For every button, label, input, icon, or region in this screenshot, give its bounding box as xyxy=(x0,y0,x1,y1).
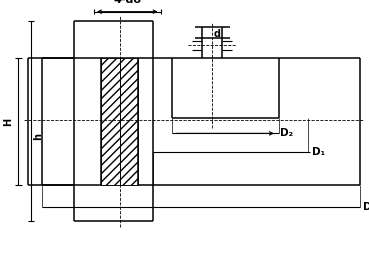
Text: D₂: D₂ xyxy=(280,128,294,138)
Text: D: D xyxy=(363,202,369,212)
Text: 4-do: 4-do xyxy=(113,0,141,5)
Text: H: H xyxy=(3,118,13,126)
Bar xyxy=(101,58,120,185)
Bar xyxy=(120,58,138,185)
Text: d: d xyxy=(214,29,221,39)
Text: h: h xyxy=(33,133,43,140)
Bar xyxy=(120,58,138,185)
Bar xyxy=(101,58,120,185)
Text: D₁: D₁ xyxy=(312,147,325,156)
